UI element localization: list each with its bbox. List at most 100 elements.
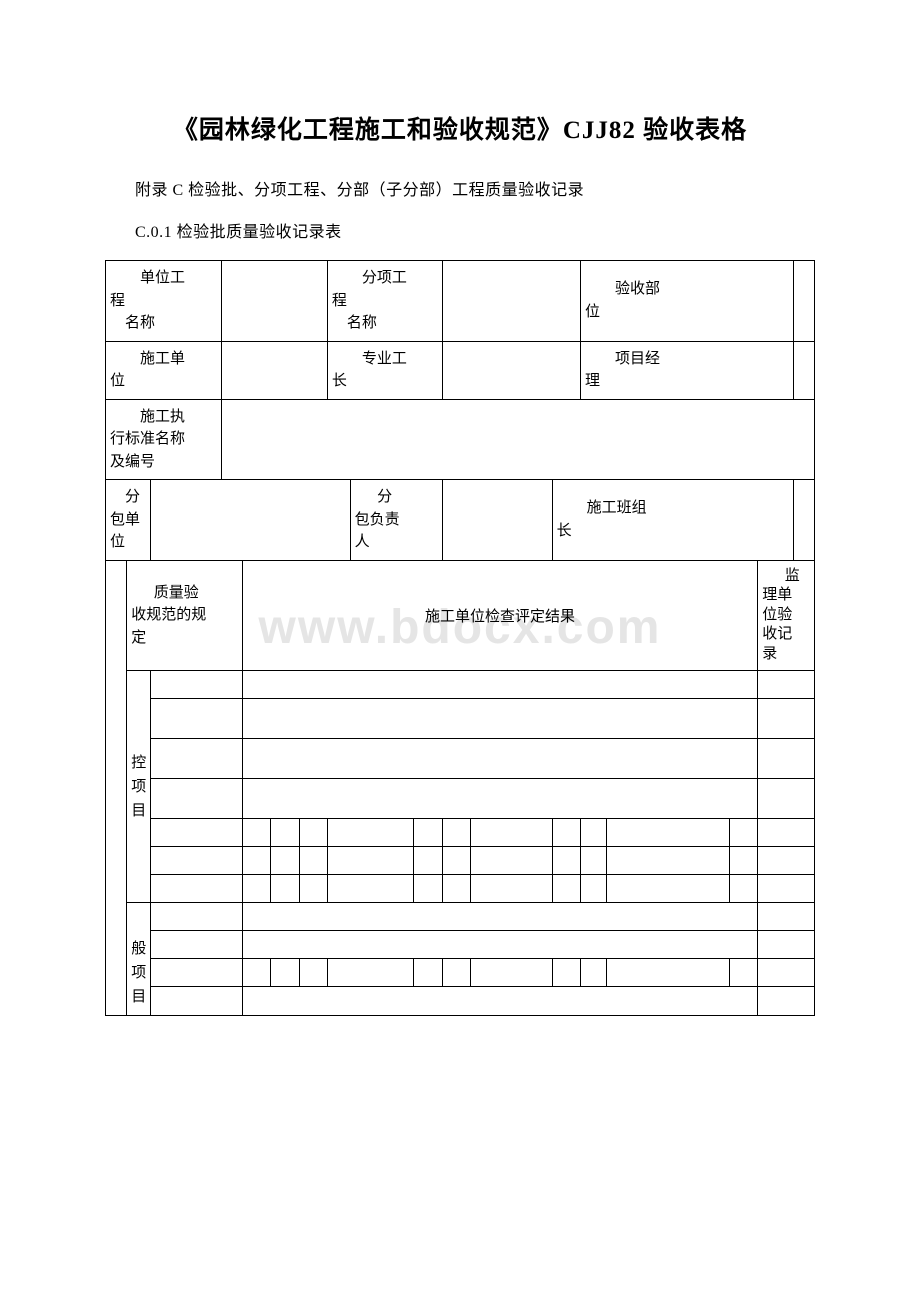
table-row	[242, 931, 757, 959]
table-row	[327, 819, 413, 847]
table-row	[758, 819, 815, 847]
cell-sub-project-name-label: 分项工 程 名称	[327, 261, 442, 342]
table-row	[299, 819, 327, 847]
cell-team-leader-value	[793, 480, 814, 561]
table-row	[327, 875, 413, 903]
table-row	[242, 847, 270, 875]
table-row	[471, 959, 553, 987]
table-row	[299, 959, 327, 987]
table-row	[271, 959, 299, 987]
table-row	[552, 847, 580, 875]
table-row	[580, 847, 606, 875]
table-row	[242, 739, 757, 779]
table-row	[607, 819, 730, 847]
table-row	[580, 819, 606, 847]
cell-construction-unit-label: 施工单 位	[106, 341, 222, 399]
cell-quality-spec-label: 质量验 收规范的规 定	[127, 560, 243, 671]
cell-professional-foreman-value	[442, 341, 580, 399]
cell-acceptance-position-value	[793, 261, 814, 342]
table-row	[414, 819, 442, 847]
table-row	[758, 959, 815, 987]
table-row	[414, 847, 442, 875]
table-row	[414, 959, 442, 987]
cell-construction-unit-value	[221, 341, 327, 399]
table-row	[580, 959, 606, 987]
table-row	[150, 699, 242, 739]
table-row	[580, 875, 606, 903]
table-row	[729, 847, 757, 875]
table-row	[442, 875, 470, 903]
table-row	[242, 699, 757, 739]
table-row	[271, 819, 299, 847]
cell-subcontractor-label: 分 包单位	[106, 480, 151, 561]
table-row	[442, 959, 470, 987]
table-row	[150, 739, 242, 779]
table-row	[242, 779, 757, 819]
table-row	[729, 875, 757, 903]
table-row	[471, 819, 553, 847]
cell-inspection-result-header: 施工单位检查评定结果	[242, 560, 757, 671]
table-row	[552, 875, 580, 903]
cell-standard-name-value	[221, 399, 814, 480]
table-row	[150, 819, 242, 847]
table-row	[150, 671, 242, 699]
cell-general-item-side: 般项目	[127, 931, 150, 1016]
table-row	[242, 903, 757, 931]
table-row	[442, 847, 470, 875]
table-row	[758, 779, 815, 819]
table-row	[758, 903, 815, 931]
table-row	[758, 671, 815, 699]
cell-unit-project-name-label: 单位工 程 名称	[106, 261, 222, 342]
table-row	[242, 875, 270, 903]
cell-acceptance-position-label: 验收部 位	[580, 261, 793, 342]
table-row	[758, 847, 815, 875]
cell-subcontract-leader-label: 分 包负责 人	[350, 480, 442, 561]
cell-professional-foreman-label: 专业工 长	[327, 341, 442, 399]
cell-subcontractor-value	[150, 480, 350, 561]
table-row	[414, 875, 442, 903]
inspection-record-table: 单位工 程 名称 分项工 程 名称 验收部 位 施工单 位 专业工 长 项目经	[105, 260, 815, 1016]
cell-main-side-blank	[106, 560, 127, 1015]
table-row	[150, 987, 242, 1015]
cell-subcontract-leader-value	[442, 480, 552, 561]
table-row	[150, 847, 242, 875]
table-row	[471, 875, 553, 903]
document-subtitle: 附录 C 检验批、分项工程、分部（子分部）工程质量验收记录	[135, 176, 815, 200]
cell-spacer-side	[127, 903, 150, 931]
table-row	[242, 671, 757, 699]
table-identifier: C.0.1 检验批质量验收记录表	[135, 218, 815, 242]
document-title: 《园林绿化工程施工和验收规范》CJJ82 验收表格	[105, 110, 815, 146]
table-row	[758, 987, 815, 1015]
table-row	[729, 959, 757, 987]
cell-sub-project-name-value	[442, 261, 580, 342]
table-row	[271, 847, 299, 875]
table-row	[758, 739, 815, 779]
cell-unit-project-name-value	[221, 261, 327, 342]
table-row	[327, 847, 413, 875]
table-row	[758, 699, 815, 739]
table-row	[242, 959, 270, 987]
table-row	[758, 875, 815, 903]
table-row	[729, 819, 757, 847]
table-row	[607, 847, 730, 875]
table-row	[327, 959, 413, 987]
table-row	[552, 819, 580, 847]
table-row	[242, 819, 270, 847]
table-row	[150, 959, 242, 987]
table-row	[242, 987, 757, 1015]
table-row	[442, 819, 470, 847]
cell-project-manager-label: 项目经 理	[580, 341, 793, 399]
table-row	[552, 959, 580, 987]
cell-supervision-record-header: 监 理单 位验 收记 录	[758, 560, 815, 671]
table-row	[150, 903, 242, 931]
table-row	[758, 931, 815, 959]
table-row	[471, 847, 553, 875]
table-row	[150, 931, 242, 959]
table-row	[607, 959, 730, 987]
table-row	[299, 875, 327, 903]
table-row	[271, 875, 299, 903]
table-row	[150, 779, 242, 819]
cell-standard-name-label: 施工执 行标准名称 及编号	[106, 399, 222, 480]
cell-project-manager-value	[793, 341, 814, 399]
table-row	[150, 875, 242, 903]
